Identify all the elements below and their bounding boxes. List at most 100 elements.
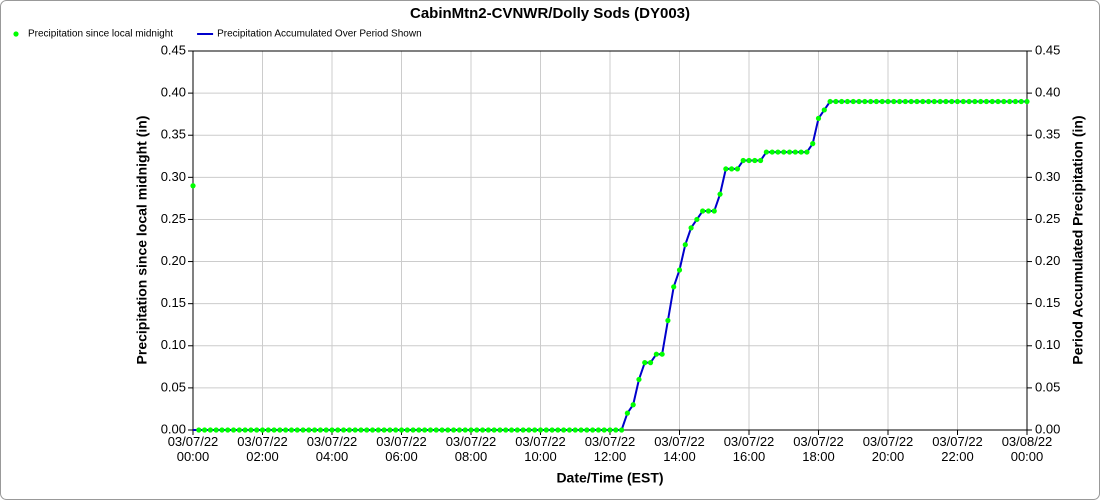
data-point [729, 166, 735, 172]
data-point [925, 98, 932, 105]
data-point [468, 427, 474, 433]
data-point [242, 427, 248, 433]
y-tick-label: 0.15 [161, 295, 186, 310]
data-point [601, 427, 607, 433]
data-point [445, 427, 451, 433]
data-point [312, 427, 318, 433]
data-point [798, 149, 804, 155]
data-point [613, 427, 619, 433]
y-tick-label: 0.30 [161, 169, 186, 184]
data-point [920, 98, 926, 105]
data-point [1012, 98, 1019, 105]
y-tick-label: 0.45 [161, 42, 186, 57]
data-point [983, 98, 990, 105]
data-point [862, 98, 868, 105]
data-point [288, 427, 295, 433]
data-point [572, 427, 578, 433]
data-point [792, 149, 798, 155]
data-point [219, 427, 225, 433]
data-point [387, 427, 393, 433]
data-point [804, 149, 810, 155]
data-point [590, 427, 596, 433]
data-point [375, 427, 381, 433]
data-point [323, 427, 329, 433]
data-point [775, 149, 781, 155]
y2-tick-label: 0.00 [1035, 421, 1060, 436]
x-tick-label: 03/07/22 14:00 [654, 434, 705, 464]
data-point [989, 98, 995, 105]
data-point [201, 427, 208, 433]
x-tick-label: 03/07/22 06:00 [376, 434, 427, 464]
x-tick-label: 03/07/22 02:00 [237, 434, 288, 464]
data-point [642, 360, 648, 366]
data-point [317, 427, 324, 433]
data-point [723, 166, 729, 172]
data-point [757, 157, 764, 164]
x-tick-label: 03/07/22 04:00 [307, 434, 358, 464]
data-point [190, 183, 196, 189]
data-point [364, 427, 370, 433]
y-tick-label: 0.25 [161, 211, 186, 226]
data-point [734, 166, 741, 172]
data-point [937, 98, 943, 105]
data-point [896, 98, 903, 105]
data-point [995, 98, 1001, 105]
data-point [618, 427, 625, 433]
data-point [931, 98, 937, 105]
data-point [451, 427, 457, 433]
y-tick-label: 0.10 [161, 337, 186, 352]
data-point [908, 98, 914, 105]
y2-tick-label: 0.10 [1035, 337, 1060, 352]
data-point [549, 427, 555, 433]
data-point [497, 427, 503, 433]
data-point [879, 98, 885, 105]
data-point [277, 427, 283, 433]
y-axis-label: Precipitation since local midnight (in) [134, 116, 150, 365]
data-point [781, 149, 787, 155]
data-point [966, 98, 972, 105]
data-point [676, 267, 683, 273]
data-point [914, 98, 920, 105]
data-point [462, 427, 468, 433]
data-point [752, 157, 758, 164]
y2-tick-label: 0.35 [1035, 127, 1060, 142]
x-tick-label: 03/07/22 16:00 [724, 434, 775, 464]
data-point [479, 427, 486, 433]
data-point [416, 427, 422, 433]
legend-label: Precipitation since local midnight [28, 29, 173, 40]
data-point [474, 427, 480, 433]
y-tick-label: 0.40 [161, 85, 186, 100]
data-point [978, 98, 984, 105]
data-point [659, 351, 665, 357]
x-axis-label: Date/Time (EST) [556, 470, 663, 486]
data-point [329, 427, 335, 433]
data-point [671, 284, 677, 290]
y2-tick-label: 0.30 [1035, 169, 1060, 184]
x-tick-label: 03/07/22 20:00 [863, 434, 914, 464]
data-point [815, 115, 822, 121]
data-point [682, 242, 688, 248]
y2-tick-label: 0.40 [1035, 85, 1060, 100]
x-tick-label: 03/07/22 12:00 [585, 434, 636, 464]
x-tick-label: 03/07/22 18:00 [793, 434, 844, 464]
data-point [300, 427, 306, 433]
data-point [850, 98, 856, 105]
data-point [810, 141, 816, 147]
data-point [561, 427, 567, 433]
data-point [653, 351, 659, 357]
data-point [786, 149, 793, 155]
data-point [630, 402, 636, 408]
y2-tick-label: 0.15 [1035, 295, 1060, 310]
data-point [595, 427, 602, 433]
data-point [393, 427, 399, 433]
data-point [700, 208, 706, 214]
data-point [410, 427, 416, 433]
data-point [537, 427, 544, 433]
data-point [236, 427, 242, 433]
data-point [427, 427, 434, 433]
data-point [705, 208, 712, 214]
data-point [972, 98, 978, 105]
data-point [873, 98, 880, 105]
data-point [433, 427, 439, 433]
